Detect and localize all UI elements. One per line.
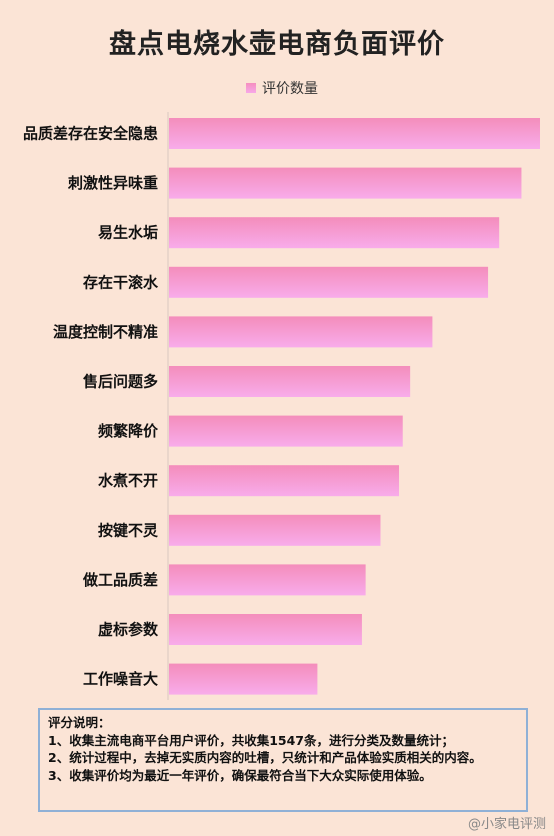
bar-4 [169, 266, 489, 298]
notes-item-1: 1、收集主流电商平台用户评价，共收集1547条，进行分类及数量统计； [48, 732, 454, 748]
category-label: 按键不灵 [98, 521, 159, 539]
notes-box: 评分说明： 1、收集主流电商平台用户评价，共收集1547条，进行分类及数量统计；… [38, 708, 528, 812]
notes-heading: 评分说明： [48, 715, 111, 730]
category-label: 温度控制不精准 [53, 323, 158, 341]
bar-10 [169, 564, 366, 596]
bar-6 [169, 366, 411, 397]
chart-title: 盘点电烧水壶电商负面评价 [109, 29, 445, 60]
bar-12 [169, 663, 318, 695]
category-label: 水煮不开 [98, 472, 158, 490]
bar-2 [169, 167, 522, 199]
category-label: 虚标参数 [98, 621, 159, 639]
notes-item-2: 2、统计过程中，去掉无实质内容的吐槽，只统计和产品体验实质相关的内容。 [48, 750, 482, 765]
category-label: 易生水垢 [98, 224, 158, 242]
category-label: 做工品质差 [82, 571, 158, 589]
notes-item-3: 3、收集评价均为最近一年评价，确保最符合当下大众实际使用体验。 [48, 767, 432, 783]
category-label: 频繁降价 [98, 422, 159, 440]
category-label: 工作噪音大 [83, 670, 158, 688]
bar-1 [169, 118, 540, 149]
bar-9 [169, 514, 381, 546]
category-label: 存在干滚水 [83, 273, 159, 291]
category-label: 品质差存在安全隐患 [23, 125, 158, 143]
legend-label: 评价数量 [262, 81, 318, 97]
bar-3 [169, 217, 500, 249]
chart-legend: 评价数量 [246, 78, 318, 98]
watermark: @小家电评测 [467, 817, 546, 832]
bar-chart: 品质差存在安全隐患刺激性异味重易生水垢存在干滚水温度控制不精准售后问题多频繁降价… [23, 112, 540, 700]
category-label: 刺激性异味重 [68, 174, 158, 192]
bar-5 [169, 316, 433, 348]
bar-11 [169, 614, 362, 645]
bar-8 [169, 465, 400, 497]
bar-7 [169, 415, 403, 447]
legend-swatch [246, 83, 256, 93]
category-label: 售后问题多 [83, 373, 158, 391]
